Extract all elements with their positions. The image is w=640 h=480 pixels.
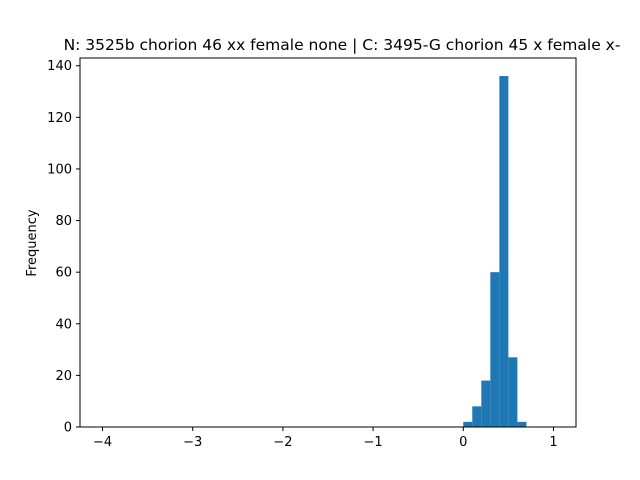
histogram-bar-5 [508, 357, 518, 427]
y-tick-label-2: 40 [55, 317, 72, 332]
chart-title: N: 3525b chorion 46 xx female none | C: … [64, 36, 621, 54]
x-tick-label-1: −3 [183, 435, 202, 450]
bars-group [463, 76, 527, 427]
x-tick-label-2: −2 [273, 435, 292, 450]
y-tick-label-3: 60 [55, 266, 72, 281]
x-axis: −4 −3 −2 −1 0 1 [93, 427, 558, 450]
y-tick-label-4: 80 [55, 214, 72, 229]
histogram-bar-0 [463, 421, 473, 427]
x-tick-label-3: −1 [364, 435, 383, 450]
y-axis: 0 20 40 60 80 100 120 140 [47, 59, 80, 436]
y-tick-label-7: 140 [47, 59, 72, 74]
x-tick-label-5: 1 [549, 435, 557, 450]
y-tick-label-0: 0 [64, 421, 72, 436]
plot-frame [79, 57, 577, 428]
y-axis-title: Frequency [25, 209, 40, 276]
y-tick-label-5: 100 [47, 162, 72, 177]
y-tick-label-6: 120 [47, 111, 72, 126]
histogram-bar-6 [517, 421, 527, 427]
x-tick-label-0: −4 [93, 435, 112, 450]
histogram-bar-1 [472, 406, 482, 427]
histogram-bar-4 [499, 76, 509, 427]
y-tick-label-1: 20 [55, 369, 72, 384]
histogram-bar-3 [490, 272, 500, 427]
x-tick-label-4: 0 [459, 435, 467, 450]
histogram-bar-2 [481, 380, 491, 427]
